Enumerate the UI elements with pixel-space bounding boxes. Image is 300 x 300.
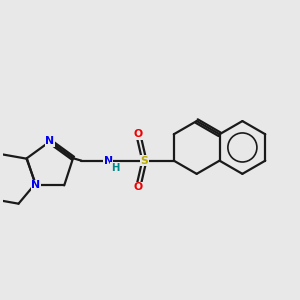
Text: N: N: [104, 156, 113, 166]
Text: O: O: [134, 182, 143, 192]
Text: N: N: [45, 136, 55, 146]
Text: S: S: [140, 156, 148, 166]
Text: N: N: [31, 180, 40, 190]
Text: H: H: [111, 163, 119, 173]
Text: O: O: [134, 129, 143, 139]
